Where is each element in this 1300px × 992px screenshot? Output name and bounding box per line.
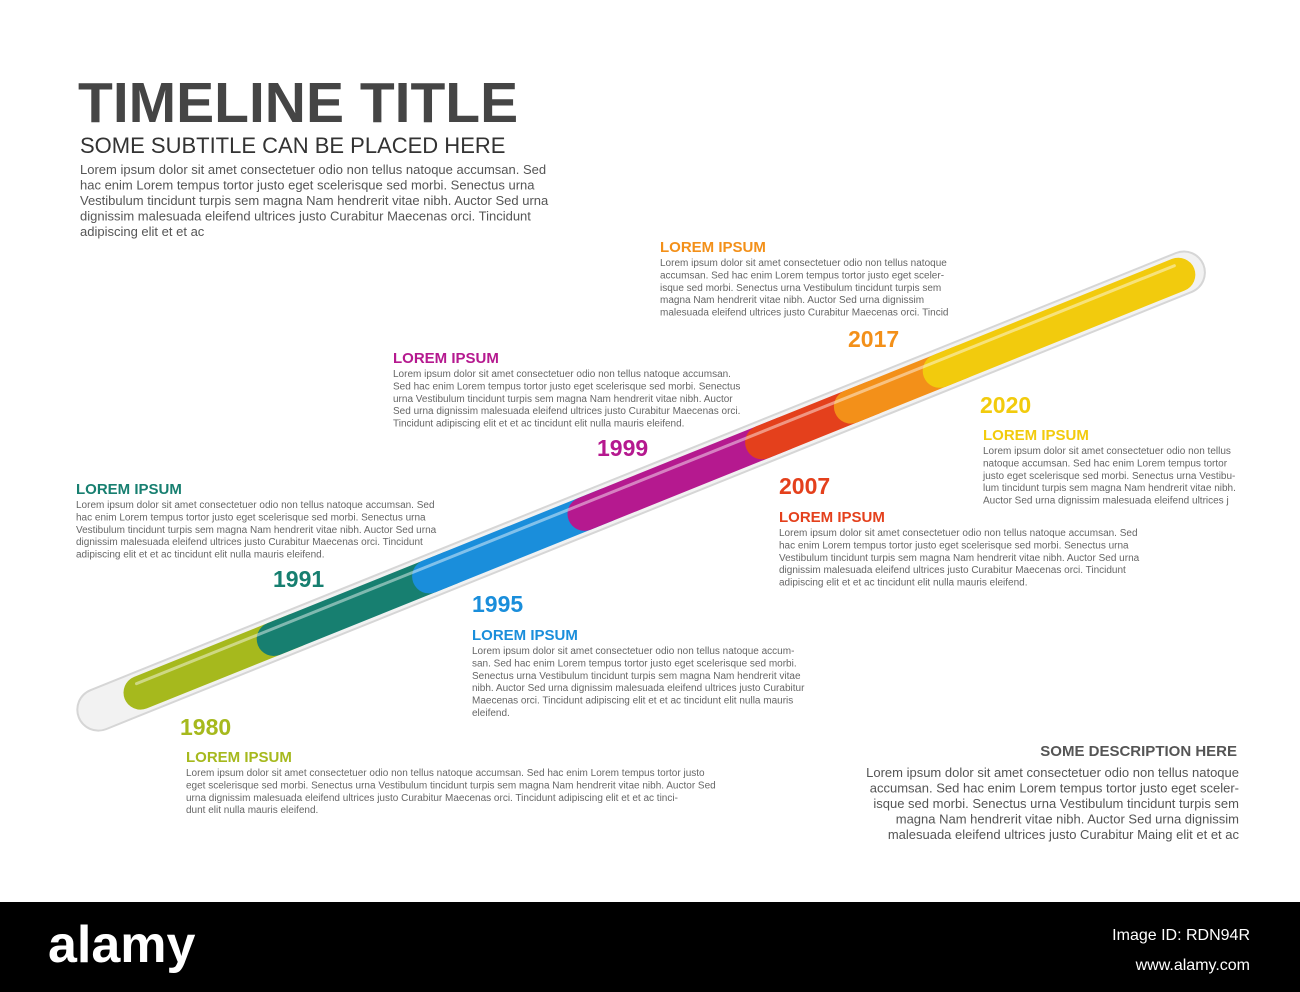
body-text-line: Tincidunt adipiscing elit et et ac tinci… [393, 419, 684, 430]
body-text-line: Sed urna dignissim malesuada eleifend ul… [393, 406, 740, 417]
body-text-line: lum tincidunt turpis sem magna Nam hendr… [983, 483, 1236, 494]
event-heading: LOREM IPSUM [76, 481, 182, 498]
body-text-line: magna Nam hendrerit vitae nibh. Auctor S… [896, 812, 1239, 827]
body-text-line: Lorem ipsum dolor sit amet consectetuer … [660, 258, 947, 269]
body-text-line: dunt elit nulla mauris eleifend. [186, 805, 318, 816]
body-text-line: adipiscing elit et et ac [80, 224, 205, 239]
event-heading: LOREM IPSUM [472, 627, 578, 644]
body-text-line: eleifend. [472, 708, 510, 719]
body-text-line: urna Vestibulum tincidunt turpis sem mag… [393, 394, 733, 405]
body-text-line: Lorem ipsum dolor sit amet consectetuer … [186, 768, 705, 779]
body-text-line: Lorem ipsum dolor sit amet consectetuer … [866, 765, 1239, 780]
tube-segment [922, 257, 1196, 388]
body-text-line: malesuada eleifend ultrices justo Curabi… [660, 308, 948, 319]
body-text-line: Lorem ipsum dolor sit amet consectetuer … [983, 446, 1231, 457]
body-text-line: Lorem ipsum dolor sit amet consectetuer … [76, 500, 435, 511]
event-year: 2017 [848, 326, 899, 352]
footer-url: www.alamy.com [1135, 957, 1250, 974]
body-text-line: Vestibulum tincidunt turpis sem magna Na… [779, 553, 1140, 564]
body-text-line: accumsan. Sed hac enim Lorem tempus tort… [870, 781, 1239, 796]
event-year: 1995 [472, 591, 523, 617]
body-text-line: Vestibulum tincidunt turpis sem magna Na… [80, 193, 549, 208]
body-text-line: Senectus urna Vestibulum tincidunt turpi… [472, 671, 801, 682]
body-text-line: Vestibulum tincidunt turpis sem magna Na… [76, 525, 437, 536]
body-text-line: Lorem ipsum dolor sit amet consectetuer … [472, 646, 794, 657]
event-heading: LOREM IPSUM [983, 427, 1089, 444]
event-heading: LOREM IPSUM [186, 749, 292, 766]
footer-logo: alamy [48, 916, 196, 974]
body-text-line: Lorem ipsum dolor sit amet consectetuer … [393, 369, 731, 380]
event-heading: LOREM IPSUM [779, 509, 885, 526]
body-text-line: san. Sed hac enim Lorem tempus tortor ju… [472, 658, 797, 669]
event-year: 1980 [180, 714, 231, 740]
body-text-line: Sed hac enim Lorem tempus tortor justo e… [393, 381, 740, 392]
footer-bar [0, 902, 1300, 992]
body-text-line: nibh. Auctor Sed urna dignissim malesuad… [472, 683, 805, 694]
body-text-line: isque sed morbi. Senectus urna Vestibulu… [873, 796, 1239, 811]
body-text-line: adipiscing elit et et ac tincidunt elit … [779, 578, 1027, 589]
description-heading: SOME DESCRIPTION HERE [1040, 743, 1237, 760]
body-text-line: eget scelerisque sed morbi. Senectus urn… [186, 780, 716, 791]
body-text-line: magna Nam hendrerit vitae nibh. Auctor S… [660, 295, 924, 306]
body-text-line: hac enim Lorem tempus tortor justo eget … [779, 540, 1129, 551]
body-text-line: hac enim Lorem tempus tortor justo eget … [80, 178, 535, 193]
event-year: 1991 [273, 566, 324, 592]
body-text-line: Lorem ipsum dolor sit amet consectetuer … [80, 162, 546, 177]
event-year: 2020 [980, 392, 1031, 418]
body-text-line: dignissim malesuada eleifend ultrices ju… [80, 209, 531, 224]
subtitle: SOME SUBTITLE CAN BE PLACED HERE [80, 133, 505, 158]
title: TIMELINE TITLE [78, 71, 518, 135]
body-text-line: justo eget scelerisque sed morbi. Senect… [982, 471, 1235, 482]
tube-highlight [135, 264, 1176, 686]
body-text-line: malesuada eleifend ultrices justo Curabi… [888, 827, 1240, 842]
body-text-line: Maecenas orci. Tincidunt adipiscing elit… [472, 696, 793, 707]
event-year: 1999 [597, 435, 648, 461]
body-text-line: accumsan. Sed hac enim Lorem tempus tort… [660, 270, 944, 281]
event-heading: LOREM IPSUM [393, 350, 499, 367]
body-text-line: isque sed morbi. Senectus urna Vestibulu… [660, 283, 941, 294]
footer-image-id: Image ID: RDN94R [1112, 927, 1250, 944]
timeline-tube [76, 250, 1206, 732]
body-text-line: dignissim malesuada eleifend ultrices ju… [76, 537, 423, 548]
body-text-line: natoque accumsan. Sed hac enim Lorem tem… [983, 458, 1228, 469]
event-year: 2007 [779, 473, 830, 499]
body-text-line: dignissim malesuada eleifend ultrices ju… [779, 565, 1126, 576]
body-text-line: Lorem ipsum dolor sit amet consectetuer … [779, 528, 1138, 539]
body-text-line: hac enim Lorem tempus tortor justo eget … [76, 512, 426, 523]
event-heading: LOREM IPSUM [660, 239, 766, 256]
body-text-line: adipiscing elit et et ac tincidunt elit … [76, 550, 324, 561]
body-text-line: Auctor Sed urna dignissim malesuada elei… [983, 496, 1229, 507]
body-text-line: urna dignissim malesuada eleifend ultric… [186, 793, 678, 804]
